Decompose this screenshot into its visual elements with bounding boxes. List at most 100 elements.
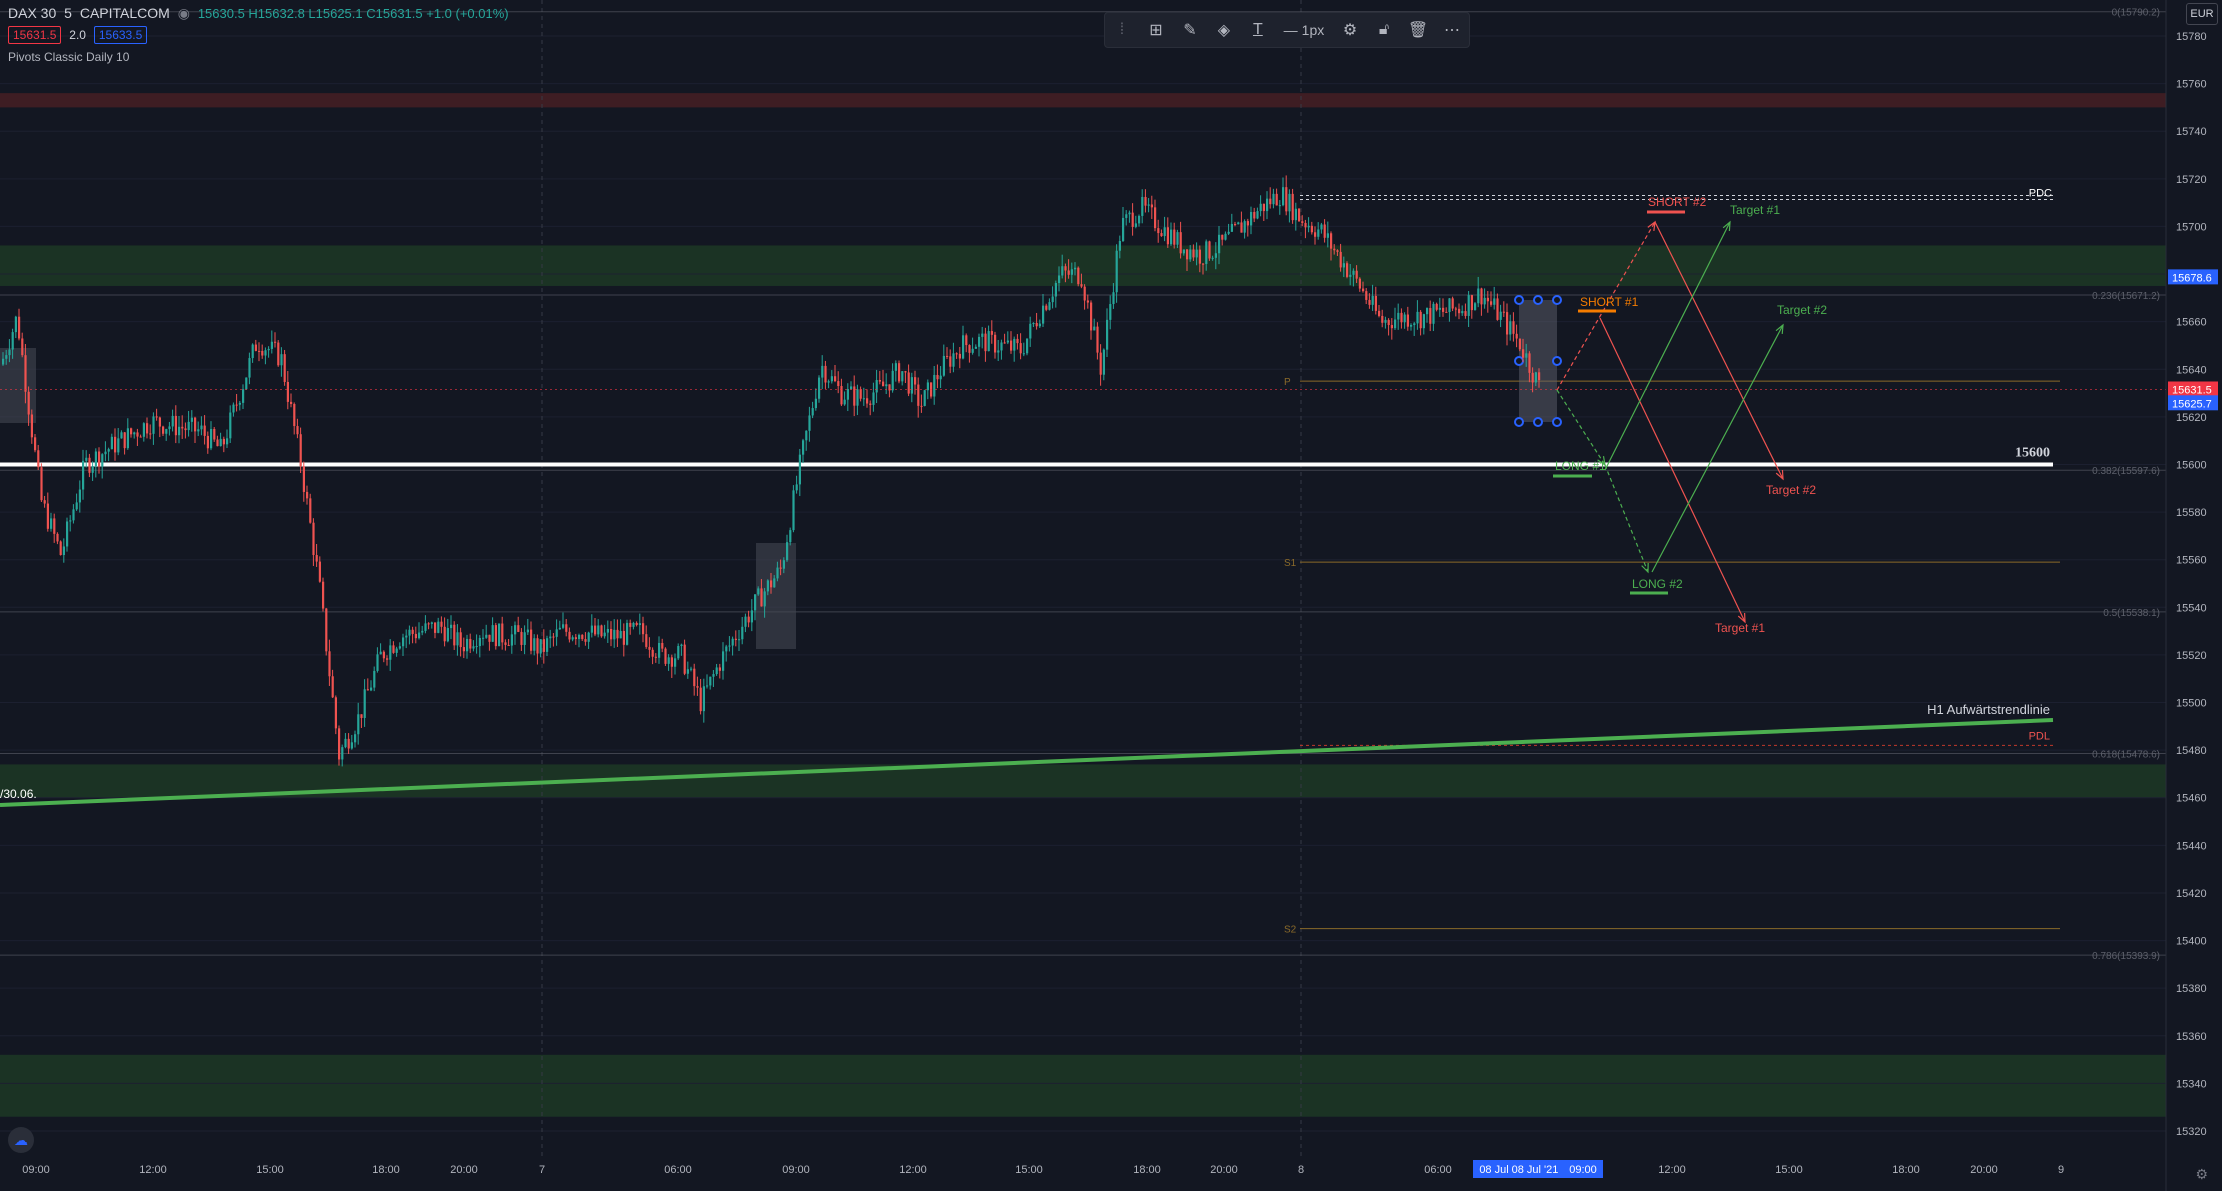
indicator-label[interactable]: Pivots Classic Daily 10	[8, 50, 130, 64]
visibility-eye-icon[interactable]: ◉	[177, 5, 190, 21]
candle-body	[1301, 221, 1304, 224]
candle-body	[667, 657, 670, 664]
candle-body	[632, 622, 635, 627]
candle-body	[1496, 298, 1499, 320]
y-tick-label: 15400	[2176, 936, 2207, 948]
candle-body	[792, 490, 795, 531]
candle-body	[894, 363, 897, 371]
candle-body	[165, 429, 168, 434]
candle-body	[344, 738, 347, 748]
candle-body	[1506, 312, 1509, 335]
zone-green-2	[0, 764, 2166, 798]
candle-body	[242, 389, 245, 403]
zone-red-0	[0, 93, 2166, 108]
candle-body	[210, 428, 213, 449]
candle-body	[904, 371, 907, 373]
candle-body	[510, 634, 513, 646]
drag-handle-icon[interactable]: ⁞	[1119, 21, 1125, 38]
long1-target1-arrow-head	[1722, 220, 1731, 232]
candle-body	[1019, 343, 1022, 354]
interval-label[interactable]: 5	[64, 5, 72, 21]
x-tick-label: 06:00	[664, 1164, 692, 1176]
candle-body	[994, 334, 997, 353]
long1-entry-arrow	[1556, 389, 1606, 466]
x-tick-label: 18:00	[1133, 1164, 1161, 1176]
candle-body	[952, 353, 955, 367]
trash-icon[interactable]: 🗑︎	[1407, 22, 1429, 39]
pivot-label: S2	[1284, 925, 1297, 936]
candle-body	[1010, 340, 1013, 351]
candle-body	[520, 631, 523, 645]
candle-body	[1131, 212, 1134, 227]
candle-body	[1368, 299, 1371, 305]
candle-body	[914, 377, 917, 385]
candle-body	[690, 668, 693, 670]
candle-body	[450, 624, 453, 629]
templates-icon[interactable]: ⊞	[1149, 22, 1163, 39]
candle-body	[50, 518, 53, 529]
candle-body	[427, 623, 430, 625]
line-color-icon[interactable]: ✎	[1183, 22, 1197, 39]
candle-body	[424, 623, 427, 631]
candle-body	[1237, 222, 1240, 225]
cloud-icon[interactable]: ☁	[8, 1127, 34, 1153]
candle-body	[1336, 250, 1339, 252]
y-tick-label: 15380	[2176, 983, 2207, 995]
candle-body	[974, 346, 977, 349]
candle-body	[248, 358, 251, 378]
y-tick-label: 15740	[2176, 126, 2207, 138]
currency-button[interactable]: EUR	[2186, 3, 2218, 25]
y-tick-label: 15480	[2176, 745, 2207, 757]
candle-body	[1003, 342, 1006, 344]
fill-color-icon[interactable]: ◈	[1217, 22, 1231, 39]
candle-body	[1102, 349, 1105, 375]
candle-body	[152, 416, 155, 434]
ask-price[interactable]: 15633.5	[93, 26, 148, 44]
x-tick-label: 12:00	[139, 1164, 167, 1176]
lock-icon[interactable]: 🔓︎	[1378, 21, 1390, 38]
candle-body	[258, 350, 261, 352]
candle-body	[66, 521, 69, 547]
candle-body	[718, 667, 721, 671]
candle-body	[814, 398, 817, 409]
bid-price[interactable]: 15631.5	[8, 26, 62, 44]
candle-body	[43, 500, 46, 504]
candle-body	[702, 686, 705, 712]
candle-body	[1259, 203, 1262, 212]
candle-body	[376, 654, 379, 671]
candle-body	[1134, 223, 1137, 227]
candle-body	[850, 386, 853, 390]
candle-body	[312, 522, 315, 556]
candle-body	[1160, 233, 1163, 237]
symbol-name[interactable]: DAX 30	[8, 5, 57, 21]
price-tag	[2168, 395, 2218, 411]
candle-body	[606, 628, 609, 633]
candle-body	[178, 426, 181, 436]
more-icon[interactable]: ⋯	[1443, 22, 1460, 39]
candle-body	[494, 625, 497, 647]
line-width-button[interactable]: —1px	[1275, 22, 1333, 38]
candle-body	[968, 345, 971, 353]
candle-body	[706, 685, 709, 687]
candle-body	[750, 610, 753, 623]
candle-body	[296, 426, 299, 435]
candle-body	[786, 542, 789, 561]
y-tick-label: 15360	[2176, 1031, 2207, 1043]
price-tag	[2168, 381, 2218, 397]
candle-body	[30, 414, 33, 438]
x-tick-label: 12:00	[1658, 1164, 1686, 1176]
candle-body	[1278, 205, 1281, 207]
trendline-label: H1 Aufwärtstrendlinie	[1927, 702, 2050, 717]
candle-body	[453, 624, 456, 646]
candle-body	[440, 621, 443, 627]
candle-body	[469, 638, 472, 649]
scale-settings-icon[interactable]: ⚙	[2195, 1166, 2208, 1182]
candle-body	[504, 642, 507, 645]
candle-body	[1118, 241, 1121, 251]
settings-icon[interactable]: ⚙	[1342, 22, 1358, 39]
text-color-icon[interactable]: T	[1252, 21, 1263, 38]
candle-body	[130, 428, 133, 435]
candle-body	[1403, 314, 1406, 323]
candle-body	[1294, 208, 1297, 221]
